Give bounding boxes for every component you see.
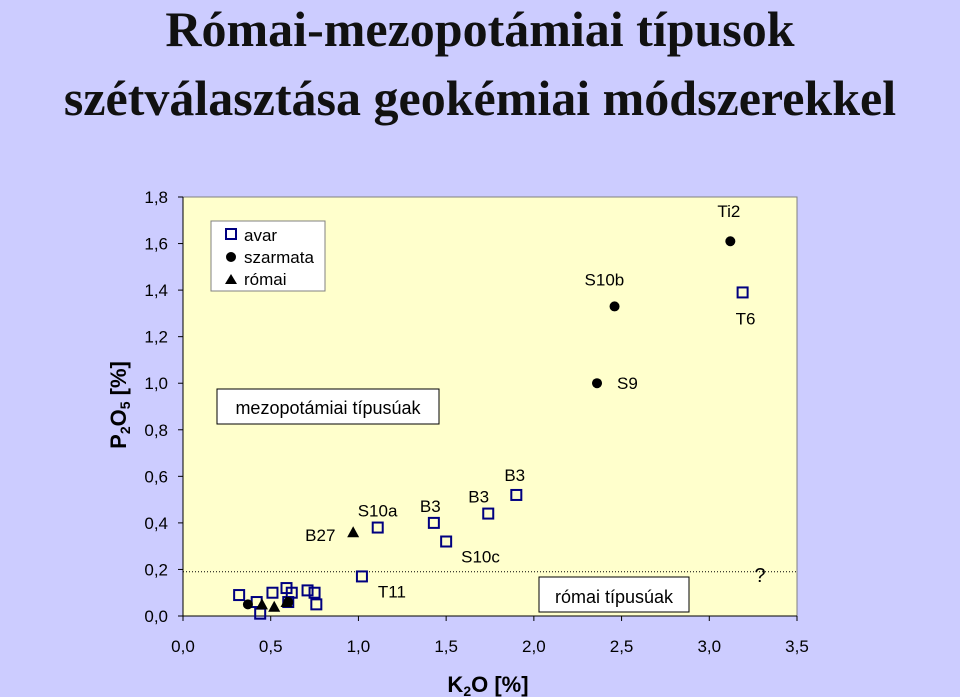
avar-point — [266, 586, 279, 599]
avar-point — [482, 507, 495, 520]
avar-point — [233, 589, 246, 602]
y-tick-label: 1,6 — [144, 235, 168, 254]
legend-avar-label: avar — [244, 226, 277, 245]
x-axis-title-main: K — [447, 672, 463, 697]
x-tick-label: 2,0 — [522, 637, 546, 656]
point-label: B3 — [468, 488, 489, 507]
point-label: Ti2 — [717, 202, 740, 221]
szarmata-point — [725, 236, 736, 247]
mezopotamiai-annotation-box — [216, 388, 440, 425]
y-tick-label: 0,0 — [144, 607, 168, 626]
legend-romai-marker — [225, 274, 237, 284]
mezopotamiai-annotation: mezopotámiai típusúak — [235, 398, 421, 418]
point-label: S10a — [358, 502, 398, 521]
x-axis-title-rest: O [%] — [471, 672, 528, 697]
legend-romai-label: római — [244, 270, 287, 289]
x-tick-label: 3,5 — [785, 637, 809, 656]
y-axis-title: P2O5 [%] — [106, 361, 133, 449]
y-tick-label: 1,8 — [144, 188, 168, 207]
y-tick-label: 0,4 — [144, 514, 168, 533]
x-tick-label: 1,0 — [347, 637, 371, 656]
avar-point — [736, 286, 749, 299]
point-label: S10c — [461, 548, 500, 567]
avar-point — [440, 535, 453, 548]
romai-point — [347, 526, 360, 538]
szarmata-point — [609, 301, 620, 312]
y-tick-label: 0,6 — [144, 467, 168, 486]
szarmata-point — [242, 599, 253, 610]
point-labels: T11 S10a B3 S10c B3 B3 T6 S9 S10b Ti2 B27 — [305, 202, 755, 601]
y-axis-title-rest: [%] — [106, 361, 131, 401]
point-label: S10b — [585, 270, 625, 289]
romai-annotation-box — [538, 576, 690, 613]
point-label: T11 — [378, 582, 406, 601]
y-tick-label: 0,2 — [144, 560, 168, 579]
y-axis-title-main: P — [106, 434, 131, 449]
point-label: T6 — [736, 309, 756, 328]
y-tick-label: 1,2 — [144, 328, 168, 347]
point-label: B27 — [305, 526, 335, 545]
y-tick-label: 0,8 — [144, 421, 168, 440]
avar-point — [510, 488, 523, 501]
avar-point — [285, 586, 298, 599]
legend-szarmata-marker — [226, 252, 236, 262]
x-tick-label: 0,5 — [259, 637, 283, 656]
avar-point — [371, 521, 384, 534]
y-tick-label: 1,0 — [144, 374, 168, 393]
avar-point — [310, 598, 323, 611]
y-axis-title-mid: O — [106, 409, 131, 426]
x-tick-label: 0,0 — [171, 637, 195, 656]
avar-point — [355, 570, 368, 583]
y-tick-label: 1,4 — [144, 281, 168, 300]
x-tick-label: 3,0 — [697, 637, 721, 656]
title-line-1: Római-mezopotámiai típusok — [165, 1, 795, 57]
question-annotation: ? — [754, 565, 765, 587]
title-line-2: szétválasztása geokémiai módszerekkel — [63, 70, 897, 126]
point-label: S9 — [617, 374, 638, 393]
romai-point — [280, 596, 293, 608]
data-points — [233, 236, 749, 620]
legend-avar-marker — [225, 228, 237, 240]
avar-point — [301, 584, 314, 597]
avar-point — [427, 516, 440, 529]
avar-point — [308, 586, 321, 599]
y-axis-title-sub2: 5 — [117, 401, 133, 409]
romai-annotation: római típusúak — [555, 587, 674, 607]
x-axis-title: K2O [%] — [447, 672, 528, 697]
legend-szarmata-label: szarmata — [244, 248, 314, 267]
x-tick-label: 1,5 — [434, 637, 458, 656]
y-axis-title-sub1: 2 — [117, 426, 133, 434]
romai-point — [268, 600, 281, 612]
szarmata-point — [592, 378, 603, 389]
point-label: B3 — [420, 497, 441, 516]
x-tick-label: 2,5 — [610, 637, 634, 656]
x-axis-title-sub: 2 — [463, 683, 471, 697]
axes: 0,0 0,2 0,4 0,6 0,8 1,0 1,2 1,4 1,6 1,8 0,0 0,5 1,0 1… — [144, 188, 808, 656]
legend: avar szarmata római — [210, 220, 326, 292]
point-label: B3 — [504, 466, 525, 485]
romai-point — [255, 598, 268, 610]
